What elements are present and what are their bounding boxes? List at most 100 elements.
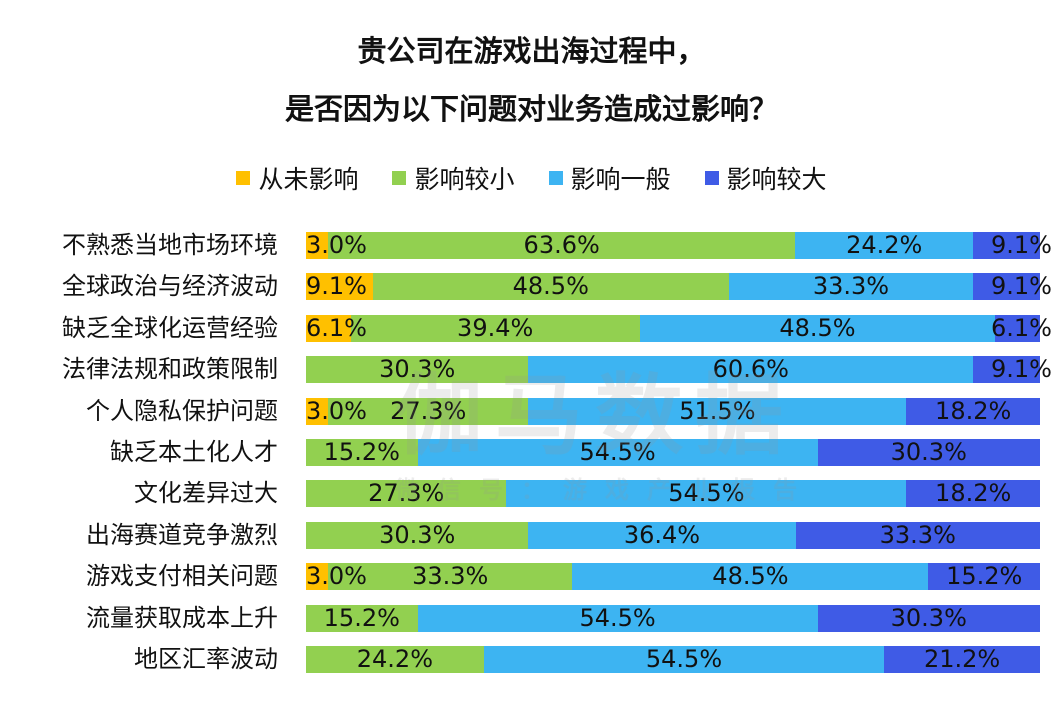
data-label: 48.5% [779, 313, 856, 342]
bar-segment: 9.1% [973, 232, 1052, 259]
bar-row: 3.0% 27.3% 51.5% 18.2% [306, 396, 1040, 425]
data-label: 15.2% [946, 562, 1023, 591]
bar-segment: 30.3% [306, 356, 529, 384]
bar-row: 3.0% 63.6% 24.2% 9.1% [306, 231, 1052, 259]
data-label: 54.5% [668, 479, 745, 508]
bar-segment: 21.2% [884, 646, 1040, 673]
data-label: 27.3% [368, 479, 445, 508]
bar-segment: 6.1% [306, 314, 367, 342]
data-label: 3.0% [306, 562, 367, 591]
legend-item: 影响一般 [548, 160, 671, 196]
legend-label: 从未影响 [258, 165, 359, 194]
data-label: 30.3% [890, 438, 967, 466]
legend-swatch [548, 171, 563, 185]
bar-segment: 18.2% [906, 396, 1040, 425]
data-label: 48.5% [512, 272, 589, 301]
category-label: 游戏支付相关问题 [86, 562, 278, 591]
data-label: 24.2% [356, 645, 434, 673]
bar-segment: 3.0% [306, 563, 367, 591]
legend-swatch [704, 171, 719, 185]
data-label: 15.2% [323, 438, 400, 466]
bar-segment: 48.5% [572, 562, 929, 591]
bar-segment: 54.5% [483, 646, 885, 673]
bar-segment: 24.2% [795, 231, 974, 259]
legend-item: 从未影响 [236, 160, 358, 196]
bar-segment: 6.1% [991, 314, 1052, 342]
data-label: 30.3% [890, 603, 967, 632]
bar-row: 30.3% 60.6% 9.1% [306, 355, 1052, 384]
category-label: 出海赛道竞争激烈 [86, 520, 278, 549]
data-label: 18.2% [935, 396, 1012, 425]
chart-title-line-2: 是否因为以下问题对业务造成过影响？ [284, 92, 778, 126]
data-label: 33.3% [812, 272, 890, 301]
bar-row: 15.2% 54.5% 30.3% [306, 439, 1040, 466]
legend-label: 影响较大 [726, 165, 827, 194]
data-label: 9.1% [990, 272, 1052, 301]
bar-segment: 60.6% [528, 355, 974, 384]
bar-segment: 15.2% [306, 439, 418, 466]
category-label: 缺乏全球化运营经验 [62, 313, 278, 342]
data-label: 33.3% [879, 520, 956, 549]
category-label: 文化差异过大 [134, 479, 278, 508]
bar-segment: 30.3% [817, 603, 1040, 632]
data-label: 60.6% [712, 355, 789, 384]
bar-segment: 18.2% [906, 479, 1040, 508]
bar-segment: 33.3% [795, 520, 1040, 549]
data-label: 6.1% [990, 313, 1052, 342]
legend-item: 影响较小 [392, 160, 515, 196]
legend-swatch [236, 171, 251, 185]
bar-segment: 9.1% [973, 356, 1052, 384]
data-label: 9.1% [990, 355, 1052, 384]
bar-segment: 33.3% [728, 272, 974, 301]
bar-segment: 3.0% [306, 397, 367, 425]
bar-segment: 54.5% [417, 603, 818, 632]
category-label: 地区汇率波动 [134, 645, 278, 673]
bar-segment: 48.5% [639, 313, 996, 342]
legend-label: 影响较小 [414, 165, 515, 194]
legend-label: 影响一般 [570, 165, 671, 194]
legend: 从未影响 影响较小 影响一般 影响较大 [0, 160, 1063, 196]
data-label: 9.1% [990, 231, 1052, 259]
bar-segment: 63.6% [328, 231, 796, 259]
data-label: 3.0% [306, 231, 367, 259]
bar-segment: 30.3% [817, 438, 1040, 466]
bar-segment: 15.2% [928, 562, 1040, 591]
bar-row: 9.1% 48.5% 33.3% 9.1% [306, 272, 1052, 301]
category-label: 个人隐私保护问题 [86, 396, 278, 425]
data-label: 6.1% [306, 313, 367, 342]
bar-segment: 9.1% [306, 272, 373, 301]
bar-segment: 15.2% [306, 603, 418, 632]
category-label: 全球政治与经济波动 [62, 272, 278, 301]
data-label: 54.5% [579, 603, 656, 632]
bar-segment: 48.5% [372, 272, 729, 301]
bar-segment: 54.5% [506, 479, 907, 508]
data-label: 33.3% [412, 562, 489, 591]
data-label: 9.1% [306, 272, 367, 301]
bar-row: 24.2% 54.5% 21.2% [306, 646, 1040, 673]
bar-segment: 51.5% [528, 396, 907, 425]
chart-title-line-1: 贵公司在游戏出海过程中， [357, 34, 706, 68]
data-label: 18.2% [935, 479, 1012, 508]
data-label: 63.6% [523, 231, 600, 259]
bar-segment: 54.5% [417, 438, 818, 466]
data-label: 21.2% [923, 645, 1001, 673]
bar-segment: 3.0% [306, 232, 367, 259]
bar-segment: 36.4% [528, 521, 796, 549]
data-label: 39.4% [457, 313, 534, 342]
legend-swatch [392, 171, 407, 185]
data-label: 24.2% [846, 231, 923, 259]
bar-segment: 33.3% [328, 562, 573, 591]
category-label: 缺乏本土化人才 [110, 438, 278, 466]
data-label: 48.5% [712, 562, 789, 591]
data-label: 54.5% [579, 438, 656, 466]
bar-row: 30.3% 36.4% 33.3% [306, 520, 1040, 549]
data-label: 27.3% [390, 396, 467, 425]
category-label: 不熟悉当地市场环境 [62, 231, 278, 259]
data-label: 15.2% [323, 603, 400, 632]
data-label: 3.0% [306, 396, 367, 425]
bar-row: 3.0% 33.3% 48.5% 15.2% [306, 562, 1040, 591]
data-label: 51.5% [679, 396, 756, 425]
category-label: 法律法规和政策限制 [62, 355, 278, 384]
category-label: 流量获取成本上升 [86, 603, 278, 632]
